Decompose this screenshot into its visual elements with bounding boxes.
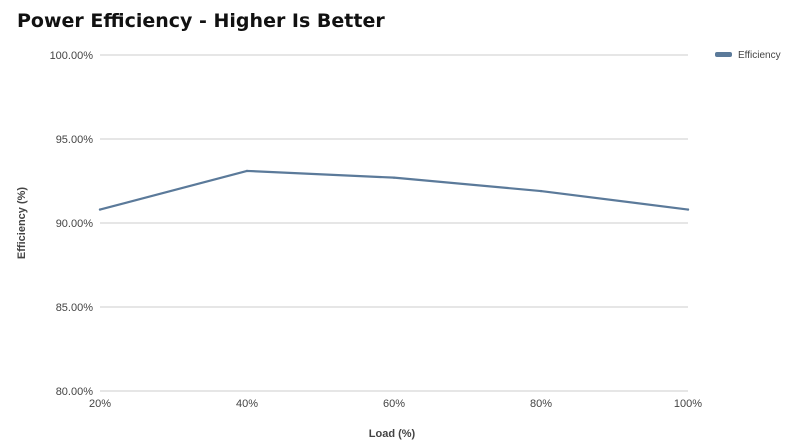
gridlines	[100, 54, 688, 392]
y-axis-title: Efficiency (%)	[16, 187, 28, 259]
y-tick-labels: 100.00% 95.00% 90.00% 85.00% 80.00%	[50, 50, 94, 398]
data-point	[686, 208, 690, 211]
chart-title: Power Efficiency - Higher Is Better	[17, 10, 385, 32]
data-point	[98, 208, 102, 211]
x-axis-title: Load (%)	[369, 428, 416, 440]
x-tick-label: 80%	[530, 398, 552, 410]
x-tick-label: 60%	[383, 398, 405, 410]
legend-label: Efficiency	[738, 50, 781, 61]
y-tick-label: 100.00%	[50, 50, 94, 62]
y-tick-label: 95.00%	[56, 134, 94, 146]
y-tick-label: 85.00%	[56, 302, 94, 314]
y-tick-label: 90.00%	[56, 218, 94, 230]
data-point	[392, 176, 396, 179]
x-tick-label: 20%	[89, 398, 111, 410]
legend-swatch	[715, 52, 732, 57]
x-tick-label: 40%	[236, 398, 258, 410]
data-point	[245, 169, 249, 173]
data-point	[539, 189, 543, 193]
series-lines	[98, 169, 690, 211]
legend: Efficiency	[715, 50, 781, 61]
x-tick-label: 100%	[674, 398, 702, 410]
y-tick-label: 80.00%	[56, 386, 94, 398]
x-tick-labels: 20% 40% 60% 80% 100%	[89, 398, 702, 410]
